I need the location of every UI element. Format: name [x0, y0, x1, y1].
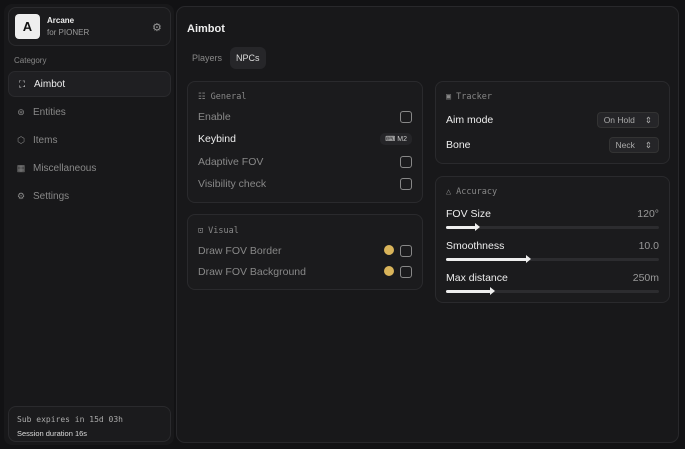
slider-value: 250m: [632, 272, 659, 284]
sidebar-item-label: Miscellaneous: [33, 162, 97, 174]
slider-label: FOV Size: [446, 208, 491, 220]
sidebar-item-items[interactable]: ⬡ Items: [8, 127, 171, 153]
fov-background-color-swatch[interactable]: [384, 266, 394, 276]
fov-background-row: Draw FOV Background: [198, 266, 412, 278]
sidebar-item-entities[interactable]: ⊛ Entities: [8, 99, 171, 125]
enable-row: Enable: [198, 111, 412, 123]
accuracy-section: △ Accuracy FOV Size 120° Smoothness 10.0 Ma…: [435, 176, 670, 303]
fov-border-label: Draw FOV Border: [198, 245, 282, 257]
subscription-info: Sub expires in 15d 03h Session duration …: [8, 406, 171, 442]
keybind-value: M2: [397, 136, 407, 143]
keybind-button[interactable]: ⌨ M2: [380, 133, 412, 145]
keybind-label: Keybind: [198, 133, 236, 145]
general-section: ☷ General Enable Keybind ⌨ M2 Adaptive FOV…: [187, 81, 423, 203]
adaptive-fov-label: Adaptive FOV: [198, 156, 264, 168]
fov-border-row: Draw FOV Border: [198, 245, 412, 257]
grid-icon: ▦: [16, 162, 26, 173]
tracker-icon: ▣: [446, 92, 452, 102]
bone-row: Bone Neck ⇕: [446, 137, 659, 153]
sidebar-item-settings[interactable]: ⚙ Settings: [8, 183, 171, 209]
settings-gear-icon[interactable]: ⚙: [152, 22, 162, 34]
sidebar-item-aimbot[interactable]: ⛶ Aimbot: [8, 71, 171, 97]
sidebar-item-label: Entities: [33, 106, 66, 118]
slider-value: 10.0: [638, 240, 659, 252]
slider-label: Smoothness: [446, 240, 505, 252]
visibility-check-label: Visibility check: [198, 178, 267, 190]
slider-fill[interactable]: [446, 255, 531, 263]
slider-fill[interactable]: [446, 287, 495, 295]
fov-background-checkbox[interactable]: [400, 266, 412, 278]
cube-icon: ⬡: [17, 134, 25, 145]
keyboard-icon: ⌨: [385, 136, 398, 143]
entities-icon: ⊛: [17, 106, 25, 117]
enable-checkbox[interactable]: [400, 111, 412, 123]
slider-label: Max distance: [446, 272, 508, 284]
list-icon: ☷: [198, 92, 206, 102]
app-name: Arcane: [47, 16, 75, 25]
slider-fill[interactable]: [446, 223, 480, 231]
adaptive-fov-checkbox[interactable]: [400, 156, 412, 168]
keybind-row: Keybind ⌨ M2: [198, 133, 412, 145]
sidebar-item-label: Items: [33, 134, 58, 146]
aim-mode-label: Aim mode: [446, 114, 494, 126]
adaptive-fov-row: Adaptive FOV: [198, 156, 412, 168]
app-subtitle: for PIONER: [47, 28, 90, 37]
fov-border-checkbox[interactable]: [400, 245, 412, 257]
slider-row: Smoothness 10.0: [446, 240, 659, 252]
triangle-icon: △: [446, 187, 452, 197]
visibility-check-checkbox[interactable]: [400, 178, 412, 190]
slider-row: Max distance 250m: [446, 272, 659, 284]
page-title: Aimbot: [187, 23, 225, 35]
aim-mode-value: On Hold: [603, 115, 635, 125]
tab-players[interactable]: Players: [192, 53, 223, 63]
sidebar-item-label: Settings: [33, 190, 70, 202]
select-icon: ⇕: [644, 139, 652, 150]
slider-row: FOV Size 120°: [446, 208, 659, 220]
session-duration: Session duration 16s: [17, 429, 88, 438]
tab-npcs[interactable]: NPCs: [230, 47, 266, 69]
category-label: Category: [14, 56, 47, 65]
bone-label: Bone: [446, 139, 471, 151]
visibility-check-row: Visibility check: [198, 178, 412, 190]
visual-section: ⊡ Visual Draw FOV Border Draw FOV Backgro…: [187, 214, 423, 290]
section-title: General: [210, 92, 247, 102]
sidebar-item-miscellaneous[interactable]: ▦ Miscellaneous: [8, 155, 171, 181]
slider-track[interactable]: [446, 287, 659, 295]
aim-mode-select[interactable]: On Hold ⇕: [596, 112, 659, 128]
app-logo: A: [15, 14, 40, 39]
fov-border-color-swatch[interactable]: [384, 245, 394, 255]
section-title: Tracker: [456, 92, 492, 102]
crosshair-icon: ⛶: [18, 78, 26, 89]
section-title: Visual: [208, 226, 239, 236]
select-icon: ⇕: [644, 114, 652, 125]
aim-mode-row: Aim mode On Hold ⇕: [446, 112, 659, 128]
sidebar-item-label: Aimbot: [34, 78, 66, 90]
slider-track[interactable]: [446, 223, 659, 231]
tracker-section: ▣ Tracker Aim mode On Hold ⇕ Bone Neck ⇕: [435, 81, 670, 164]
bone-value: Neck: [615, 140, 635, 150]
bone-select[interactable]: Neck ⇕: [608, 137, 659, 153]
app-header: A Arcane for PIONER ⚙: [8, 7, 171, 46]
fov-background-label: Draw FOV Background: [198, 266, 306, 278]
slider-value: 120°: [637, 208, 659, 220]
section-title: Accuracy: [456, 187, 498, 197]
enable-label: Enable: [198, 111, 231, 123]
main-panel: Aimbot Players NPCs ☷ General Enable Keyb…: [176, 6, 679, 443]
slider-track[interactable]: [446, 255, 659, 263]
gear-icon: ⚙: [16, 190, 26, 201]
visual-icon: ⊡: [198, 226, 204, 236]
tab-bar: Players NPCs: [186, 47, 266, 69]
subscription-expiry: Sub expires in 15d 03h: [17, 415, 123, 424]
